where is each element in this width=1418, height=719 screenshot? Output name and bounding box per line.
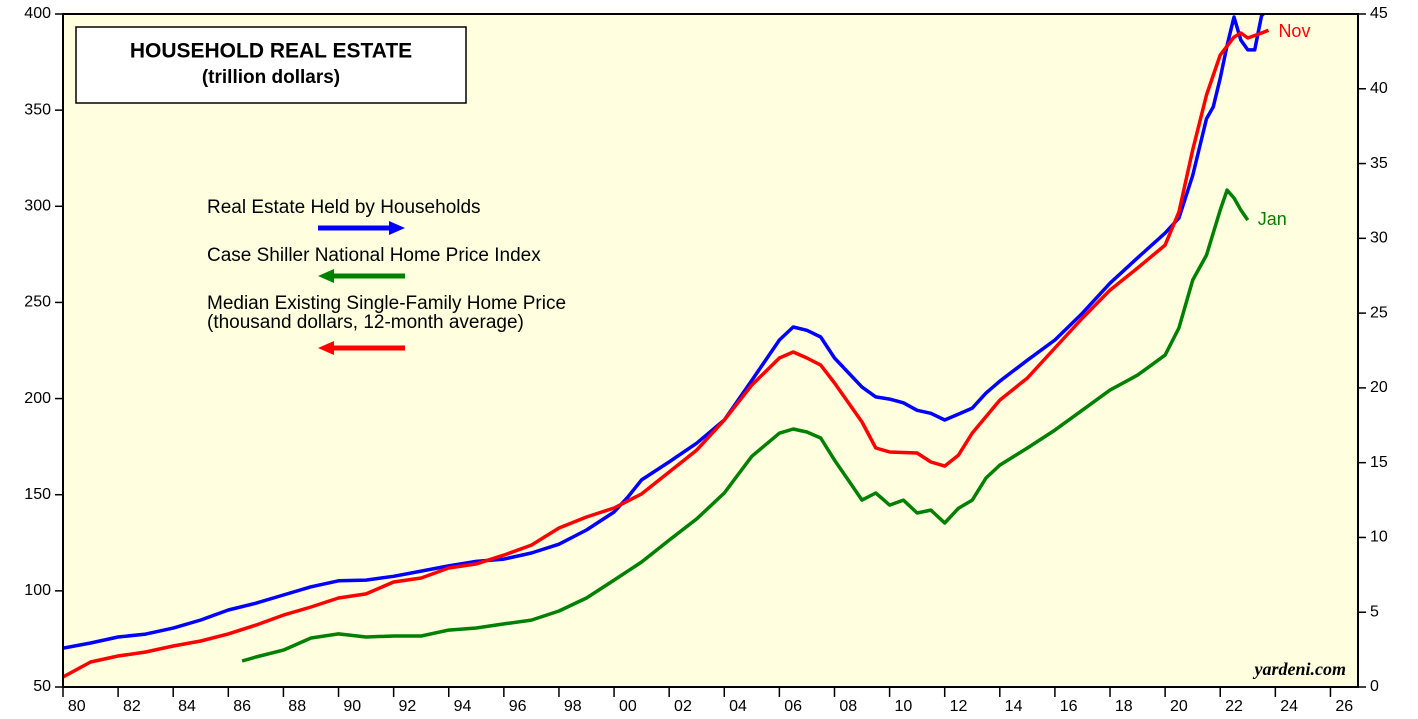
x-tick-label: 26 bbox=[1335, 698, 1353, 715]
x-tick-label: 88 bbox=[288, 698, 306, 715]
y2-tick-label: 25 bbox=[1370, 304, 1388, 321]
legend-label: Median Existing Single-Family Home Price bbox=[207, 293, 566, 314]
y-tick-label: 50 bbox=[33, 678, 51, 695]
x-tick-label: 82 bbox=[123, 698, 141, 715]
y2-tick-label: 0 bbox=[1370, 678, 1379, 695]
y2-tick-label: 10 bbox=[1370, 529, 1388, 546]
plot-lines bbox=[63, 14, 1270, 679]
x-tick-label: 10 bbox=[894, 698, 912, 715]
legend-arrowhead bbox=[389, 221, 405, 235]
y2-tick-label: 5 bbox=[1370, 603, 1379, 620]
x-tick-label: 22 bbox=[1225, 698, 1243, 715]
x-tick-label: 18 bbox=[1115, 698, 1133, 715]
x-tick-label: 04 bbox=[729, 698, 747, 715]
legend-label: (thousand dollars, 12-month average) bbox=[207, 312, 524, 333]
y2-tick-label: 15 bbox=[1370, 454, 1388, 471]
end-label: Jan bbox=[1258, 209, 1287, 229]
chart-subtitle: (trillion dollars) bbox=[202, 67, 340, 88]
y2-tick-label: 20 bbox=[1370, 379, 1388, 396]
y-tick-label: 200 bbox=[24, 390, 51, 407]
title-box bbox=[75, 26, 467, 104]
legend-label: Real Estate Held by Households bbox=[207, 197, 481, 218]
x-tick-label: 84 bbox=[178, 698, 196, 715]
series-line bbox=[63, 14, 1266, 650]
y-tick-label: 400 bbox=[24, 5, 51, 22]
plot-background bbox=[63, 14, 1358, 687]
x-tick-label: 02 bbox=[674, 698, 692, 715]
x-tick-label: 14 bbox=[1005, 698, 1023, 715]
plot-frame bbox=[62, 13, 1359, 688]
legend-arrowhead bbox=[318, 269, 334, 283]
x-tick-label: 86 bbox=[233, 698, 251, 715]
source: yardeni.com bbox=[1253, 659, 1347, 679]
x-tick-label: 92 bbox=[399, 698, 417, 715]
legend-arrowhead bbox=[318, 341, 334, 355]
x-tick-label: 96 bbox=[509, 698, 527, 715]
y2-tick-label: 40 bbox=[1370, 80, 1388, 97]
series-line bbox=[63, 28, 1270, 679]
x-tick-label: 90 bbox=[343, 698, 361, 715]
x-tick-label: 98 bbox=[564, 698, 582, 715]
x-tick-label: 16 bbox=[1060, 698, 1078, 715]
end-label: Nov bbox=[1278, 21, 1310, 41]
chart-title: HOUSEHOLD REAL ESTATE bbox=[130, 40, 412, 63]
x-tick-label: 06 bbox=[784, 698, 802, 715]
x-tick-label: 00 bbox=[619, 698, 637, 715]
y2-tick-label: 45 bbox=[1370, 5, 1388, 22]
series-line bbox=[241, 188, 1250, 663]
legend-label: Case Shiller National Home Price Index bbox=[207, 245, 541, 266]
x-tick-label: 80 bbox=[68, 698, 86, 715]
x-tick-label: 08 bbox=[839, 698, 857, 715]
y2-tick-label: 30 bbox=[1370, 230, 1388, 247]
x-tick-label: 12 bbox=[950, 698, 968, 715]
x-tick-label: 94 bbox=[454, 698, 472, 715]
y-tick-label: 350 bbox=[24, 101, 51, 118]
x-tick-label: 20 bbox=[1170, 698, 1188, 715]
y-tick-label: 250 bbox=[24, 294, 51, 311]
x-tick-label: 24 bbox=[1280, 698, 1298, 715]
y-tick-label: 300 bbox=[24, 198, 51, 215]
y-tick-label: 150 bbox=[24, 486, 51, 503]
y-tick-label: 100 bbox=[24, 582, 51, 599]
y2-tick-label: 35 bbox=[1370, 155, 1388, 172]
